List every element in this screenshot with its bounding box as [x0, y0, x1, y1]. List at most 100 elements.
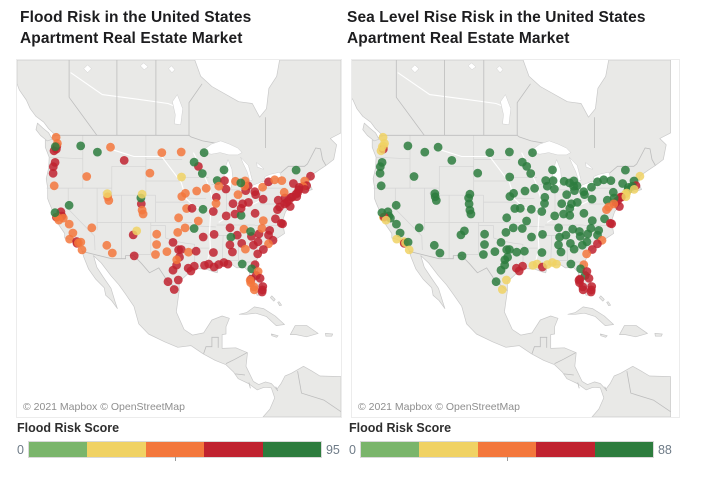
risk-dot[interactable]	[404, 245, 414, 255]
risk-dot[interactable]	[64, 200, 74, 210]
risk-dot[interactable]	[138, 209, 148, 219]
risk-dot[interactable]	[608, 187, 618, 197]
risk-dot[interactable]	[237, 259, 247, 269]
risk-dot[interactable]	[502, 245, 512, 255]
risk-dot[interactable]	[172, 255, 182, 265]
risk-dot[interactable]	[480, 229, 489, 239]
risk-dot[interactable]	[518, 261, 527, 271]
risk-dot[interactable]	[104, 196, 114, 205]
risk-dot[interactable]	[173, 228, 183, 237]
risk-dot[interactable]	[241, 244, 250, 254]
risk-dot[interactable]	[152, 229, 162, 239]
risk-dot[interactable]	[522, 216, 531, 226]
risk-dot[interactable]	[582, 249, 591, 259]
risk-dot[interactable]	[572, 198, 582, 207]
risk-dot[interactable]	[48, 168, 58, 178]
risk-dot[interactable]	[129, 251, 139, 261]
risk-dot[interactable]	[621, 192, 631, 202]
risk-dot[interactable]	[64, 219, 74, 229]
risk-dot[interactable]	[277, 176, 287, 185]
risk-dot[interactable]	[378, 132, 388, 142]
risk-dot[interactable]	[50, 208, 60, 218]
risk-dot[interactable]	[198, 232, 208, 242]
risk-dot[interactable]	[236, 211, 246, 220]
risk-dot[interactable]	[480, 240, 489, 249]
risk-dot[interactable]	[552, 259, 561, 269]
risk-dot[interactable]	[528, 148, 537, 158]
risk-dot[interactable]	[253, 237, 263, 247]
risk-dot[interactable]	[586, 223, 596, 233]
risk-dot[interactable]	[550, 184, 559, 194]
risk-dot[interactable]	[244, 198, 253, 207]
risk-dot[interactable]	[253, 267, 263, 276]
risk-dot[interactable]	[565, 178, 574, 188]
risk-dot[interactable]	[76, 141, 86, 151]
risk-dot[interactable]	[225, 223, 235, 233]
risk-dot[interactable]	[526, 204, 536, 214]
risk-dot[interactable]	[537, 207, 547, 216]
risk-dot[interactable]	[236, 178, 246, 188]
risk-dot[interactable]	[587, 194, 597, 204]
risk-dot[interactable]	[189, 157, 199, 167]
risk-dot[interactable]	[176, 147, 186, 157]
risk-dot[interactable]	[273, 195, 283, 205]
risk-dot[interactable]	[457, 251, 467, 261]
risk-dot[interactable]	[582, 267, 592, 276]
risk-dot[interactable]	[554, 240, 563, 250]
risk-dot[interactable]	[629, 185, 639, 194]
risk-dot[interactable]	[565, 211, 575, 220]
risk-dot[interactable]	[465, 189, 475, 199]
risk-dot[interactable]	[106, 142, 115, 152]
risk-dot[interactable]	[208, 207, 218, 216]
risk-dot[interactable]	[199, 148, 209, 158]
risk-dot[interactable]	[192, 186, 202, 196]
risk-dot[interactable]	[491, 277, 501, 287]
risk-dot[interactable]	[587, 182, 596, 192]
risk-dot[interactable]	[102, 240, 112, 250]
risk-dot[interactable]	[151, 250, 160, 259]
risk-dot[interactable]	[187, 203, 197, 213]
risk-dot[interactable]	[579, 208, 589, 218]
risk-dot[interactable]	[496, 238, 506, 247]
risk-dot[interactable]	[193, 216, 203, 226]
risk-dot[interactable]	[430, 189, 440, 199]
risk-dot[interactable]	[173, 275, 183, 285]
risk-dot[interactable]	[177, 172, 186, 182]
risk-dot[interactable]	[520, 186, 530, 196]
risk-dot[interactable]	[485, 148, 495, 157]
risk-dot[interactable]	[197, 169, 207, 178]
risk-dot[interactable]	[548, 176, 558, 186]
risk-dot[interactable]	[168, 238, 178, 247]
risk-dot[interactable]	[431, 196, 441, 205]
risk-dot[interactable]	[180, 223, 190, 233]
risk-dot[interactable]	[586, 287, 596, 297]
risk-dot[interactable]	[209, 230, 219, 239]
risk-dot[interactable]	[137, 189, 147, 199]
risk-dot[interactable]	[575, 227, 584, 236]
risk-dot[interactable]	[580, 190, 589, 200]
risk-dot[interactable]	[239, 224, 249, 234]
risk-dot[interactable]	[508, 223, 518, 233]
risk-dot[interactable]	[273, 205, 282, 215]
risk-dot[interactable]	[233, 190, 243, 200]
risk-dot[interactable]	[87, 223, 97, 233]
risk-dot[interactable]	[77, 245, 87, 255]
risk-dot[interactable]	[163, 277, 173, 287]
risk-dot[interactable]	[50, 142, 60, 152]
risk-dot[interactable]	[189, 261, 199, 271]
risk-dot[interactable]	[517, 224, 527, 233]
risk-dot[interactable]	[249, 285, 259, 295]
risk-dot[interactable]	[537, 248, 547, 257]
risk-dot[interactable]	[578, 285, 588, 295]
risk-dot[interactable]	[473, 168, 483, 178]
risk-dot[interactable]	[65, 234, 74, 244]
risk-dot[interactable]	[82, 172, 92, 181]
risk-dot[interactable]	[505, 172, 515, 182]
risk-dot[interactable]	[530, 183, 539, 193]
risk-dot[interactable]	[306, 171, 315, 181]
risk-dot[interactable]	[621, 165, 630, 175]
risk-dot[interactable]	[435, 248, 445, 258]
risk-dot[interactable]	[375, 168, 385, 178]
risk-dot[interactable]	[76, 237, 86, 247]
risk-dot[interactable]	[162, 247, 172, 256]
